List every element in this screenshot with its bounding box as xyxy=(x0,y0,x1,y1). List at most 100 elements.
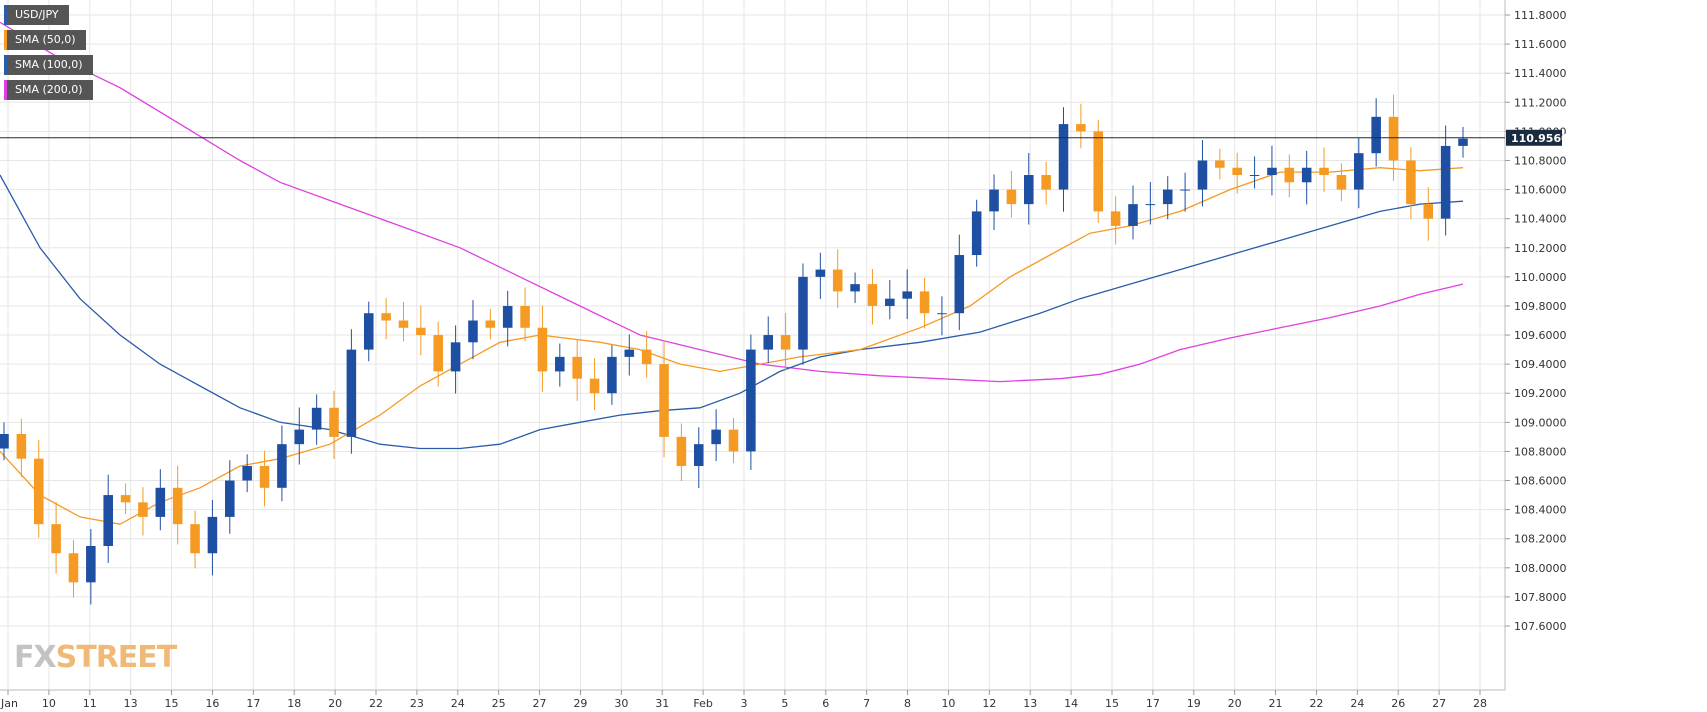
candle-body xyxy=(1093,131,1104,212)
y-tick-label: 110.0000 xyxy=(1514,271,1567,284)
candle xyxy=(607,345,617,405)
candle-body xyxy=(172,487,183,525)
candle-body xyxy=(225,480,235,517)
candle xyxy=(1162,176,1173,220)
candle-body xyxy=(1423,204,1434,219)
legend-label: USD/JPY xyxy=(15,8,59,21)
x-tick-label: 6 xyxy=(822,697,829,710)
candle-body xyxy=(572,356,582,379)
candle-body xyxy=(1354,153,1364,190)
candle xyxy=(311,394,322,445)
x-tick-label: 13 xyxy=(124,697,138,710)
candle xyxy=(659,342,669,458)
legend-sma-50[interactable]: SMA (50,0) xyxy=(4,30,86,50)
x-tick-label: 13 xyxy=(1023,697,1037,710)
legend-sma-100[interactable]: SMA (100,0) xyxy=(4,55,93,75)
candle-body xyxy=(589,378,600,394)
candle-body xyxy=(1023,175,1034,205)
candle-body xyxy=(867,284,878,306)
candle xyxy=(398,301,409,342)
candle xyxy=(954,234,965,331)
legend-label: SMA (200,0) xyxy=(15,83,83,96)
candle xyxy=(1058,107,1069,212)
candle-body xyxy=(450,342,461,372)
candle-body xyxy=(1388,116,1399,161)
candle xyxy=(1006,170,1017,218)
y-tick-label: 108.4000 xyxy=(1514,504,1567,517)
legend-label: SMA (100,0) xyxy=(15,58,83,71)
candle-body xyxy=(485,320,496,328)
candle xyxy=(537,305,548,392)
candle-body xyxy=(1145,204,1156,206)
y-tick-label: 108.2000 xyxy=(1514,533,1567,546)
x-tick-label: 24 xyxy=(451,697,465,710)
candle-body xyxy=(798,276,808,350)
candle-body xyxy=(746,349,756,452)
candle xyxy=(1354,138,1364,209)
candle-body xyxy=(693,444,704,466)
candle-body xyxy=(919,291,930,314)
candle xyxy=(1093,119,1104,224)
x-tick-label: 7 xyxy=(863,697,870,710)
legend-swatch xyxy=(4,5,7,25)
legend-swatch xyxy=(4,30,7,50)
candle-body xyxy=(0,433,9,449)
plot-background xyxy=(0,0,1505,690)
candle xyxy=(16,418,27,478)
x-tick-label: 20 xyxy=(328,697,342,710)
candle-body xyxy=(885,298,895,306)
candle xyxy=(155,469,166,531)
x-tick-label: 17 xyxy=(246,697,260,710)
candle-body xyxy=(51,524,61,554)
candle xyxy=(346,329,357,454)
candle-body xyxy=(277,444,287,488)
candle-body xyxy=(468,320,478,343)
legend-usdjpy[interactable]: USD/JPY xyxy=(4,5,69,25)
candle-body xyxy=(346,349,357,437)
candle-body xyxy=(1336,175,1347,190)
candle xyxy=(1215,148,1225,180)
candle-body xyxy=(190,524,200,554)
y-tick-label: 110.6000 xyxy=(1514,184,1567,197)
candle-body xyxy=(416,327,426,336)
x-tick-label: 22 xyxy=(369,697,383,710)
x-tick-label: 16 xyxy=(205,697,219,710)
candle-body xyxy=(103,495,113,546)
x-tick-label: 23 xyxy=(410,697,424,710)
candle xyxy=(971,199,982,267)
legend-swatch xyxy=(4,55,7,75)
candle xyxy=(51,502,61,574)
y-tick-label: 109.6000 xyxy=(1514,329,1567,342)
candle xyxy=(1180,172,1190,212)
candle-body xyxy=(1301,167,1312,183)
candle-body xyxy=(1458,138,1468,146)
candle xyxy=(190,510,200,569)
candle xyxy=(763,316,774,363)
fxstreet-logo: FXSTREET xyxy=(14,640,178,675)
candle xyxy=(798,263,808,365)
candle-body xyxy=(676,436,687,466)
candle xyxy=(68,539,79,598)
candle-body xyxy=(1406,160,1416,205)
x-tick-label: 19 xyxy=(1187,697,1201,710)
candle-body xyxy=(86,545,96,583)
candle-body xyxy=(1162,189,1173,205)
logo-street: STREET xyxy=(55,640,178,675)
x-axis: Jan 10 11 13 15 16 17 18 20 22 23 24 25 27 29 30 31 Feb 3 5… xyxy=(0,690,1487,710)
legend-sma-200[interactable]: SMA (200,0) xyxy=(4,80,93,100)
candle xyxy=(1197,140,1208,207)
candle xyxy=(1041,161,1051,205)
sma-50-line xyxy=(0,167,1464,525)
candle-body xyxy=(1267,167,1277,176)
legend-swatch xyxy=(4,80,7,100)
candle-body xyxy=(294,429,305,445)
candle-body xyxy=(433,335,444,372)
y-tick-label: 111.8000 xyxy=(1514,9,1567,22)
y-tick-label: 110.4000 xyxy=(1514,213,1567,226)
candle xyxy=(1319,147,1329,192)
x-tick-label: 18 xyxy=(287,697,301,710)
candle-body xyxy=(1128,204,1138,226)
candle-body xyxy=(815,269,826,277)
y-tick-label: 111.2000 xyxy=(1514,96,1567,109)
x-tick-label: 21 xyxy=(1269,697,1283,710)
